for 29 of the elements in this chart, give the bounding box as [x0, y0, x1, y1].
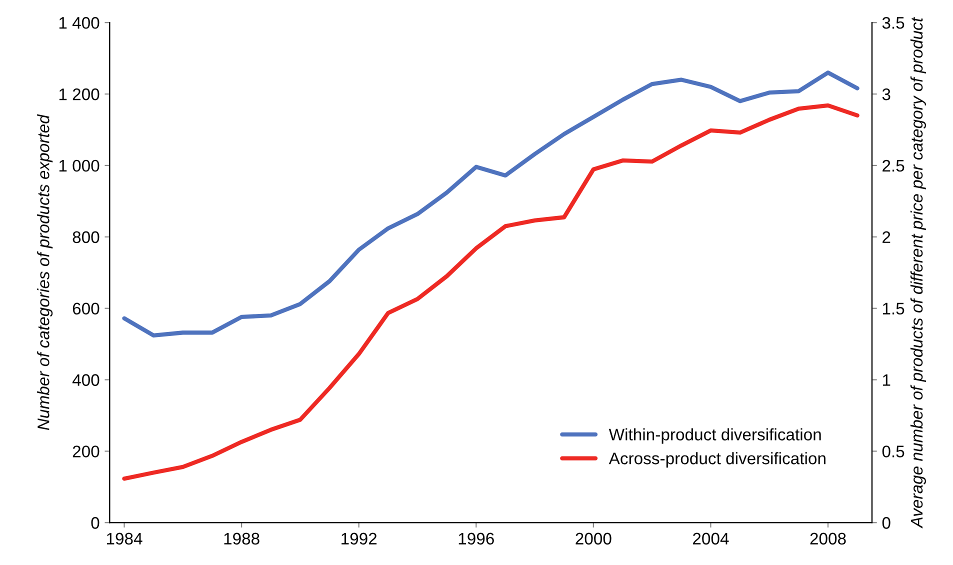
y-tick-label: 1 400 — [59, 17, 100, 29]
x-tick-label: 1996 — [458, 532, 494, 545]
y2-tick-label: 3.5 — [882, 17, 904, 29]
y2-tick-label: 0.5 — [882, 446, 904, 458]
y-tick-label: 1 200 — [59, 88, 100, 100]
y2-tick-label: 0 — [882, 517, 890, 529]
line-series — [122, 103, 860, 481]
x-tick-label: 2000 — [576, 532, 612, 545]
y-tick-label: 200 — [72, 446, 100, 458]
y-tick-label: 0 — [91, 517, 100, 529]
y-tick-label: 600 — [72, 302, 100, 315]
x-tick-label: 1984 — [106, 532, 142, 545]
x-tick-label: 1992 — [342, 532, 377, 545]
y-tick-label: 800 — [72, 231, 100, 244]
y2-tick-label: 1 — [882, 374, 890, 386]
legend-label: Within-product diversification — [608, 428, 821, 444]
y-axis-title: Number of categories of products exported — [37, 114, 53, 430]
y2-tick-label: 1.5 — [882, 302, 904, 315]
y-tick-label: 1 000 — [59, 160, 100, 172]
x-tick-label: 2004 — [693, 532, 729, 545]
y2-axis-title: Average number of products of different price per category of product — [910, 16, 926, 528]
y2-tick-label: 3 — [882, 88, 890, 100]
y2-tick-label: 2.5 — [882, 160, 904, 172]
y2-tick-label: 2 — [882, 231, 890, 243]
y-tick-label: 400 — [72, 374, 100, 386]
x-tick-label: 1988 — [224, 532, 260, 545]
line-series — [122, 70, 860, 338]
x-tick-label: 2008 — [810, 532, 846, 545]
legend-label: Across-product diversification — [608, 452, 826, 468]
